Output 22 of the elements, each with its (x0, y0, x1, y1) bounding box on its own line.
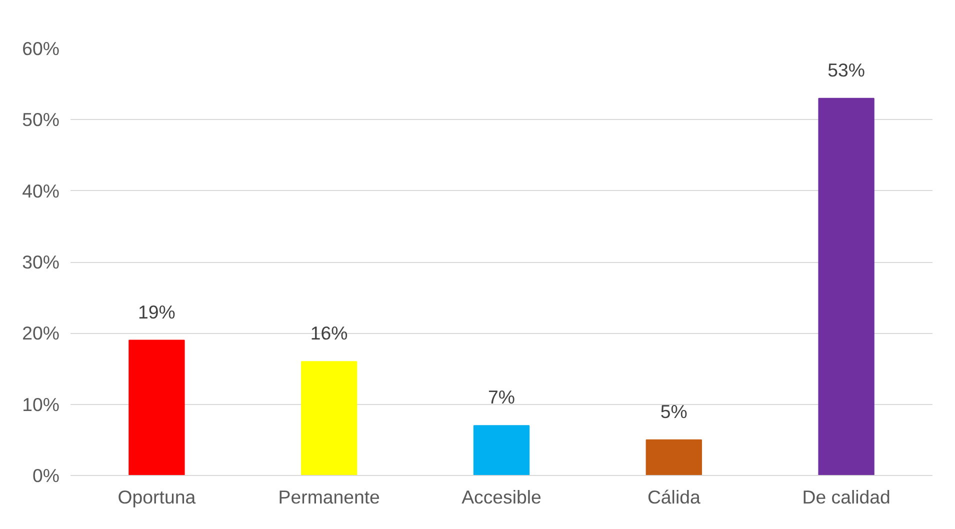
y-tick-label: 10% (22, 394, 60, 415)
y-tick-label: 50% (22, 109, 60, 130)
x-tick-label: De calidad (802, 486, 890, 508)
y-tick-label: 60% (22, 38, 60, 59)
bar (818, 98, 874, 476)
bar (128, 340, 185, 476)
x-tick-label: Cálida (647, 486, 701, 508)
data-label: 53% (828, 59, 865, 80)
data-label: 16% (310, 322, 348, 344)
x-tick-label: Accesible (462, 486, 542, 508)
y-tick-label: 40% (22, 180, 60, 202)
x-tick-label: Oportuna (118, 486, 196, 508)
bar (646, 439, 702, 476)
data-label: 5% (660, 400, 688, 422)
y-tick-label: 20% (22, 322, 60, 344)
bar (301, 361, 358, 476)
y-tick-label: 30% (22, 252, 60, 272)
x-tick-label: Permanente (278, 486, 380, 508)
y-tick-label: 0% (32, 465, 60, 486)
data-label: 19% (138, 301, 176, 322)
data-label: 7% (488, 386, 515, 408)
bar (473, 425, 530, 476)
